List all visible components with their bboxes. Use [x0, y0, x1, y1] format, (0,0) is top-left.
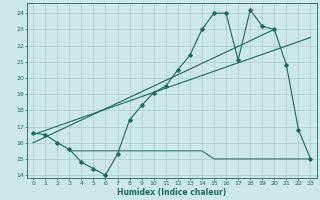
X-axis label: Humidex (Indice chaleur): Humidex (Indice chaleur)	[117, 188, 227, 197]
